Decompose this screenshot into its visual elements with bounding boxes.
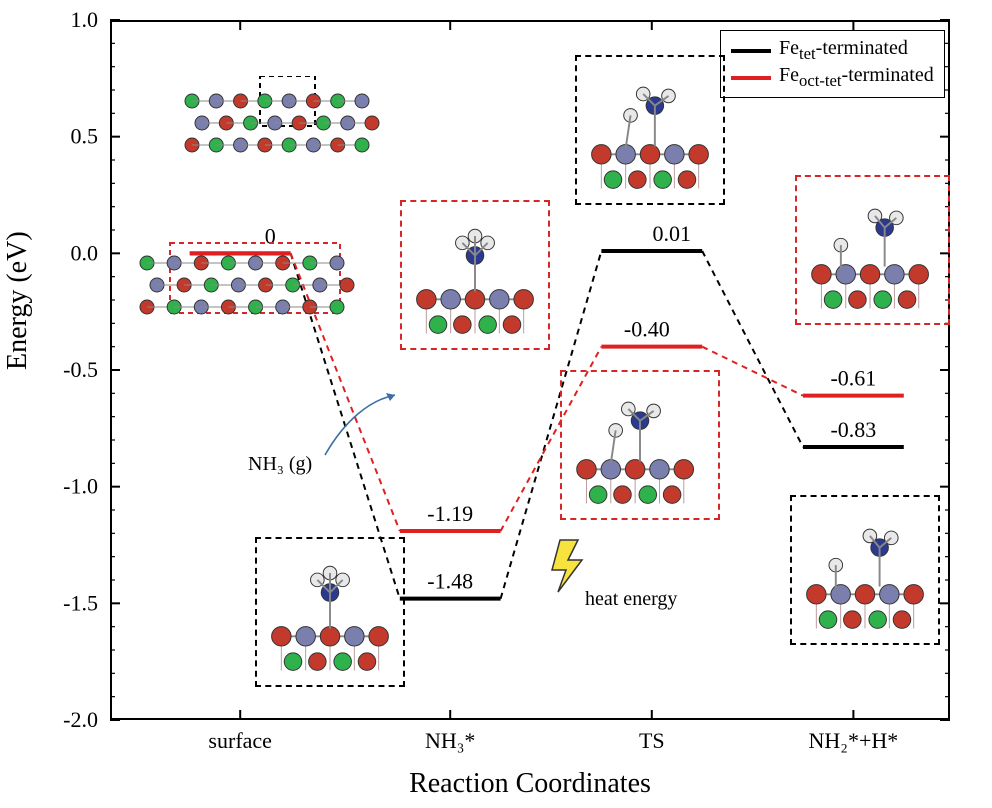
legend-item-tet: Fetet-terminated — [731, 37, 934, 64]
svg-text:-1.5: -1.5 — [63, 590, 98, 615]
energy-diagram-chart: Energy (eV) Reaction Coordinates -2.0 -1.… — [0, 0, 992, 808]
svg-text:1.0: 1.0 — [71, 7, 99, 32]
inset-surface-tet — [180, 76, 380, 191]
legend-swatch-oct-tet — [731, 76, 771, 80]
svg-text:0.5: 0.5 — [71, 124, 99, 149]
svg-text:-1.0: -1.0 — [63, 474, 98, 499]
svg-text:0.0: 0.0 — [71, 240, 99, 265]
inset-nh3-oct-tet — [400, 200, 550, 350]
legend: Fetet-terminated Feoct-tet-terminated — [720, 30, 945, 98]
annotation-nh3-gas: NH₃ (g) — [248, 453, 312, 476]
inset-ts-tet — [575, 55, 725, 205]
legend-swatch-tet — [731, 49, 771, 53]
x-tick-label: TS — [639, 728, 665, 754]
inset-nh2h-oct-tet — [795, 175, 950, 325]
y-axis-title: Energy (eV) — [2, 231, 34, 370]
x-axis-title: Reaction Coordinates — [110, 768, 950, 800]
x-tick-label: NH₂*+H* — [809, 728, 899, 754]
annotation-heat-energy: heat energy — [585, 588, 677, 611]
inset-ts-oct-tet — [560, 370, 720, 520]
legend-label-oct-tet: Feoct-tet-terminated — [779, 64, 934, 91]
svg-text:-0.5: -0.5 — [63, 357, 98, 382]
x-tick-label: surface — [208, 728, 272, 754]
svg-text:-2.0: -2.0 — [63, 707, 98, 732]
legend-item-oct-tet: Feoct-tet-terminated — [731, 64, 934, 91]
inset-nh2h-tet — [790, 495, 940, 645]
x-tick-label: NH₃* — [425, 728, 475, 754]
inset-nh3-tet — [255, 537, 405, 687]
inset-surface-oct-tet — [135, 238, 355, 348]
legend-label-tet: Fetet-terminated — [779, 37, 908, 64]
